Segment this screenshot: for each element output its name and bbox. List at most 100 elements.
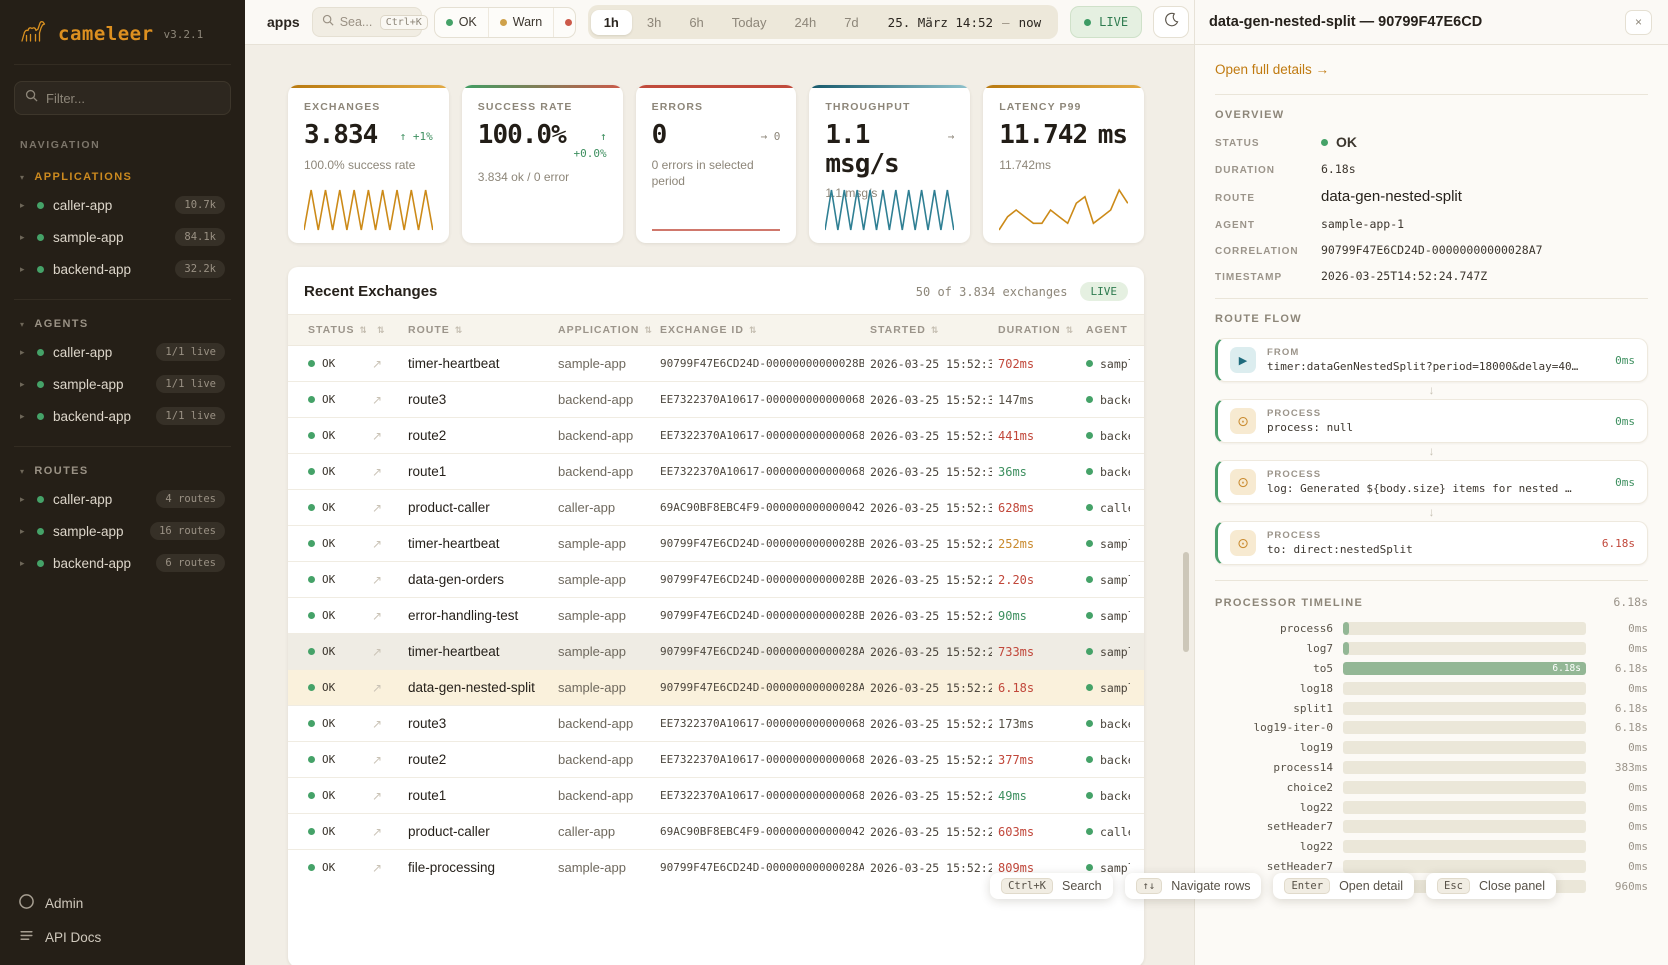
route-flow-heading: ROUTE FLOW: [1215, 313, 1302, 325]
table-row[interactable]: OK ↗ error-handling-test sample-app 90799F47…: [288, 597, 1144, 633]
date-range-display[interactable]: 25. März 14:52 — now: [874, 15, 1055, 30]
table-row[interactable]: OK ↗ product-caller caller-app 69AC90BF8EBC4…: [288, 813, 1144, 849]
column-header-started[interactable]: STARTED ⇅: [864, 315, 992, 345]
sidebar-item-sample-app[interactable]: ▸ sample-app 16 routes: [16, 515, 229, 547]
topbar-right: LIVE admin AD: [1070, 6, 1194, 38]
status-cell: OK: [302, 707, 366, 740]
theme-toggle[interactable]: [1153, 6, 1190, 38]
status-label: OK: [322, 429, 336, 442]
search-kbd-hint: Ctrl+K: [379, 14, 428, 30]
column-header-status[interactable]: STATUS ⇅: [302, 315, 366, 345]
table-row[interactable]: OK ↗ timer-heartbeat sample-app 90799F47E6CD…: [288, 525, 1144, 561]
time-range-24h[interactable]: 24h: [794, 14, 817, 30]
section-header-routes[interactable]: ▾ ROUTES: [16, 461, 229, 483]
processor-name: log7: [1306, 642, 1334, 656]
column-header-duration[interactable]: DURATION ⇅: [992, 315, 1080, 345]
agent-label: sample-app-1: [1100, 644, 1130, 659]
stat-card-exchanges: EXCHANGES 3.834 ↑ +1% 100.0% success rate: [288, 85, 449, 243]
status-filter-ok[interactable]: OK: [435, 7, 489, 37]
status-dot: [37, 201, 44, 209]
gear-icon: ⊙: [1230, 530, 1256, 556]
column-header-application[interactable]: APPLICATION ⇅: [552, 315, 654, 345]
table-row[interactable]: OK ↗ route1 backend-app EE7322370A10617-0000…: [288, 777, 1144, 813]
live-toggle[interactable]: LIVE: [1070, 6, 1143, 38]
sidebar-item-caller-app[interactable]: ▸ caller-app 10.7k: [16, 189, 229, 221]
time-range-7d[interactable]: 7d: [844, 14, 859, 30]
detail-panel: data-gen-nested-split — 90799F47E6CD × O…: [1194, 0, 1668, 965]
main-area: apps Ctrl+K OK Warn Error 1h 3h 6h Today 24h 7d…: [245, 0, 1194, 965]
column-header-route[interactable]: ROUTE ⇅: [402, 315, 552, 345]
overview-value-correlation: 90799F47E6CD24D-00000000000028A7: [1321, 243, 1543, 257]
sidebar-filter[interactable]: [14, 81, 231, 115]
table-row[interactable]: OK ↗ timer-heartbeat sample-app 90799F47E6CD…: [288, 346, 1144, 381]
application-cell: sample-app: [558, 644, 626, 659]
sidebar-footer-api-docs[interactable]: API Docs: [18, 927, 227, 947]
timeline-track: 6.18s: [1343, 661, 1586, 675]
flow-step-from-0[interactable]: ▶ FROM timer:dataGenNestedSplit?period=180…: [1215, 338, 1648, 382]
chevron-right-icon: ▸: [20, 346, 25, 357]
status-dot: [1086, 468, 1093, 475]
sidebar-item-caller-app[interactable]: ▸ caller-app 4 routes: [16, 483, 229, 515]
sidebar-item-sample-app[interactable]: ▸ sample-app 1/1 live: [16, 368, 229, 400]
timeline-row: log19-iter-0 6.18s: [1215, 718, 1648, 738]
exchange-id-cell: 90799F47E6CD24D-00000000000028B1: [660, 609, 864, 622]
search-input[interactable]: [339, 15, 374, 29]
open-full-details-link[interactable]: Open full details →: [1215, 62, 1330, 77]
sidebar-item-backend-app[interactable]: ▸ backend-app 6 routes: [16, 547, 229, 579]
flow-step-process-1[interactable]: ⊙ PROCESS process: null 0ms: [1215, 399, 1648, 443]
table-row[interactable]: OK ↗ route3 backend-app EE7322370A10617-0000…: [288, 705, 1144, 741]
column-header-trend[interactable]: ⇅: [366, 316, 402, 345]
exchange-id-cell: 90799F47E6CD24D-00000000000028A9: [660, 645, 864, 658]
table-row[interactable]: OK ↗ route2 backend-app EE7322370A10617-0000…: [288, 417, 1144, 453]
filter-input[interactable]: [46, 90, 220, 106]
stat-accent-bar: [288, 85, 449, 88]
status-cell: OK: [302, 779, 366, 812]
sidebar-item-sample-app[interactable]: ▸ sample-app 84.1k: [16, 221, 229, 253]
sidebar-footer-admin[interactable]: Admin: [18, 893, 227, 913]
arrow-down-icon: ↓: [1428, 383, 1435, 397]
sidebar: cameleer v3.2.1 NAVIGATION ▾ APPLICATIONS…: [0, 0, 245, 965]
table-row[interactable]: OK ↗ product-caller caller-app 69AC90BF8EBC4…: [288, 489, 1144, 525]
application-cell: sample-app: [558, 608, 626, 623]
column-label: STATUS: [308, 324, 355, 336]
sort-icon: ⇅: [377, 324, 386, 335]
time-range-1h[interactable]: 1h: [590, 9, 632, 35]
processor-name: log22: [1299, 800, 1333, 814]
sidebar-item-caller-app[interactable]: ▸ caller-app 1/1 live: [16, 336, 229, 368]
status-filter-warn[interactable]: Warn: [489, 7, 555, 37]
sidebar-item-badge: 84.1k: [175, 228, 225, 246]
table-row[interactable]: OK ↗ route1 backend-app EE7322370A10617-0000…: [288, 453, 1144, 489]
table-row[interactable]: OK ↗ route2 backend-app EE7322370A10617-0000…: [288, 741, 1144, 777]
column-header-agent[interactable]: AGENT⇅: [1080, 315, 1130, 345]
close-panel-button[interactable]: ×: [1625, 9, 1652, 35]
status-filter-error[interactable]: Error: [554, 8, 575, 37]
section-header-applications[interactable]: ▾ APPLICATIONS: [16, 167, 229, 189]
processor-name: log19-iter-0: [1253, 721, 1333, 735]
main-scrollbar[interactable]: [1183, 552, 1189, 652]
flow-step-process-2[interactable]: ⊙ PROCESS log: Generated ${body.size} item…: [1215, 460, 1648, 504]
table-row[interactable]: OK ↗ file-processing sample-app 90799F47E6CD…: [288, 849, 1144, 885]
status-dot: [308, 432, 315, 439]
flow-step-process-3[interactable]: ⊙ PROCESS to: direct:nestedSplit 6.18s: [1215, 521, 1648, 565]
table-row[interactable]: OK ↗ timer-heartbeat sample-app 90799F47E6CD…: [288, 633, 1144, 669]
column-header-exchange-id[interactable]: EXCHANGE ID ⇅: [654, 315, 864, 345]
time-range-3h[interactable]: 3h: [646, 14, 662, 30]
route-cell: file-processing: [408, 860, 496, 875]
table-row[interactable]: OK ↗ route3 backend-app EE7322370A10617-0000…: [288, 381, 1144, 417]
global-search[interactable]: Ctrl+K: [311, 7, 428, 37]
trend-arrow-icon: ↗: [372, 464, 383, 479]
table-row[interactable]: OK ↗ data-gen-orders sample-app 90799F47E6CD…: [288, 561, 1144, 597]
processor-name: setHeader7: [1266, 820, 1333, 834]
section-header-agents[interactable]: ▾ AGENTS: [16, 314, 229, 336]
time-range-6h[interactable]: 6h: [689, 14, 704, 30]
sort-icon: ⇅: [454, 324, 464, 335]
table-row[interactable]: OK ↗ data-gen-nested-split sample-app 90799F…: [288, 669, 1144, 705]
sparkline-chart: [825, 189, 955, 231]
time-range-today[interactable]: Today: [731, 14, 767, 30]
sidebar-item-backend-app[interactable]: ▸ backend-app 1/1 live: [16, 400, 229, 432]
status-dot: [308, 648, 315, 655]
sidebar-item-backend-app[interactable]: ▸ backend-app 32.2k: [16, 253, 229, 285]
agent-label: backend-app-1: [1100, 716, 1130, 731]
status-cell: OK: [302, 743, 366, 776]
processor-duration: 0ms: [1628, 800, 1648, 814]
